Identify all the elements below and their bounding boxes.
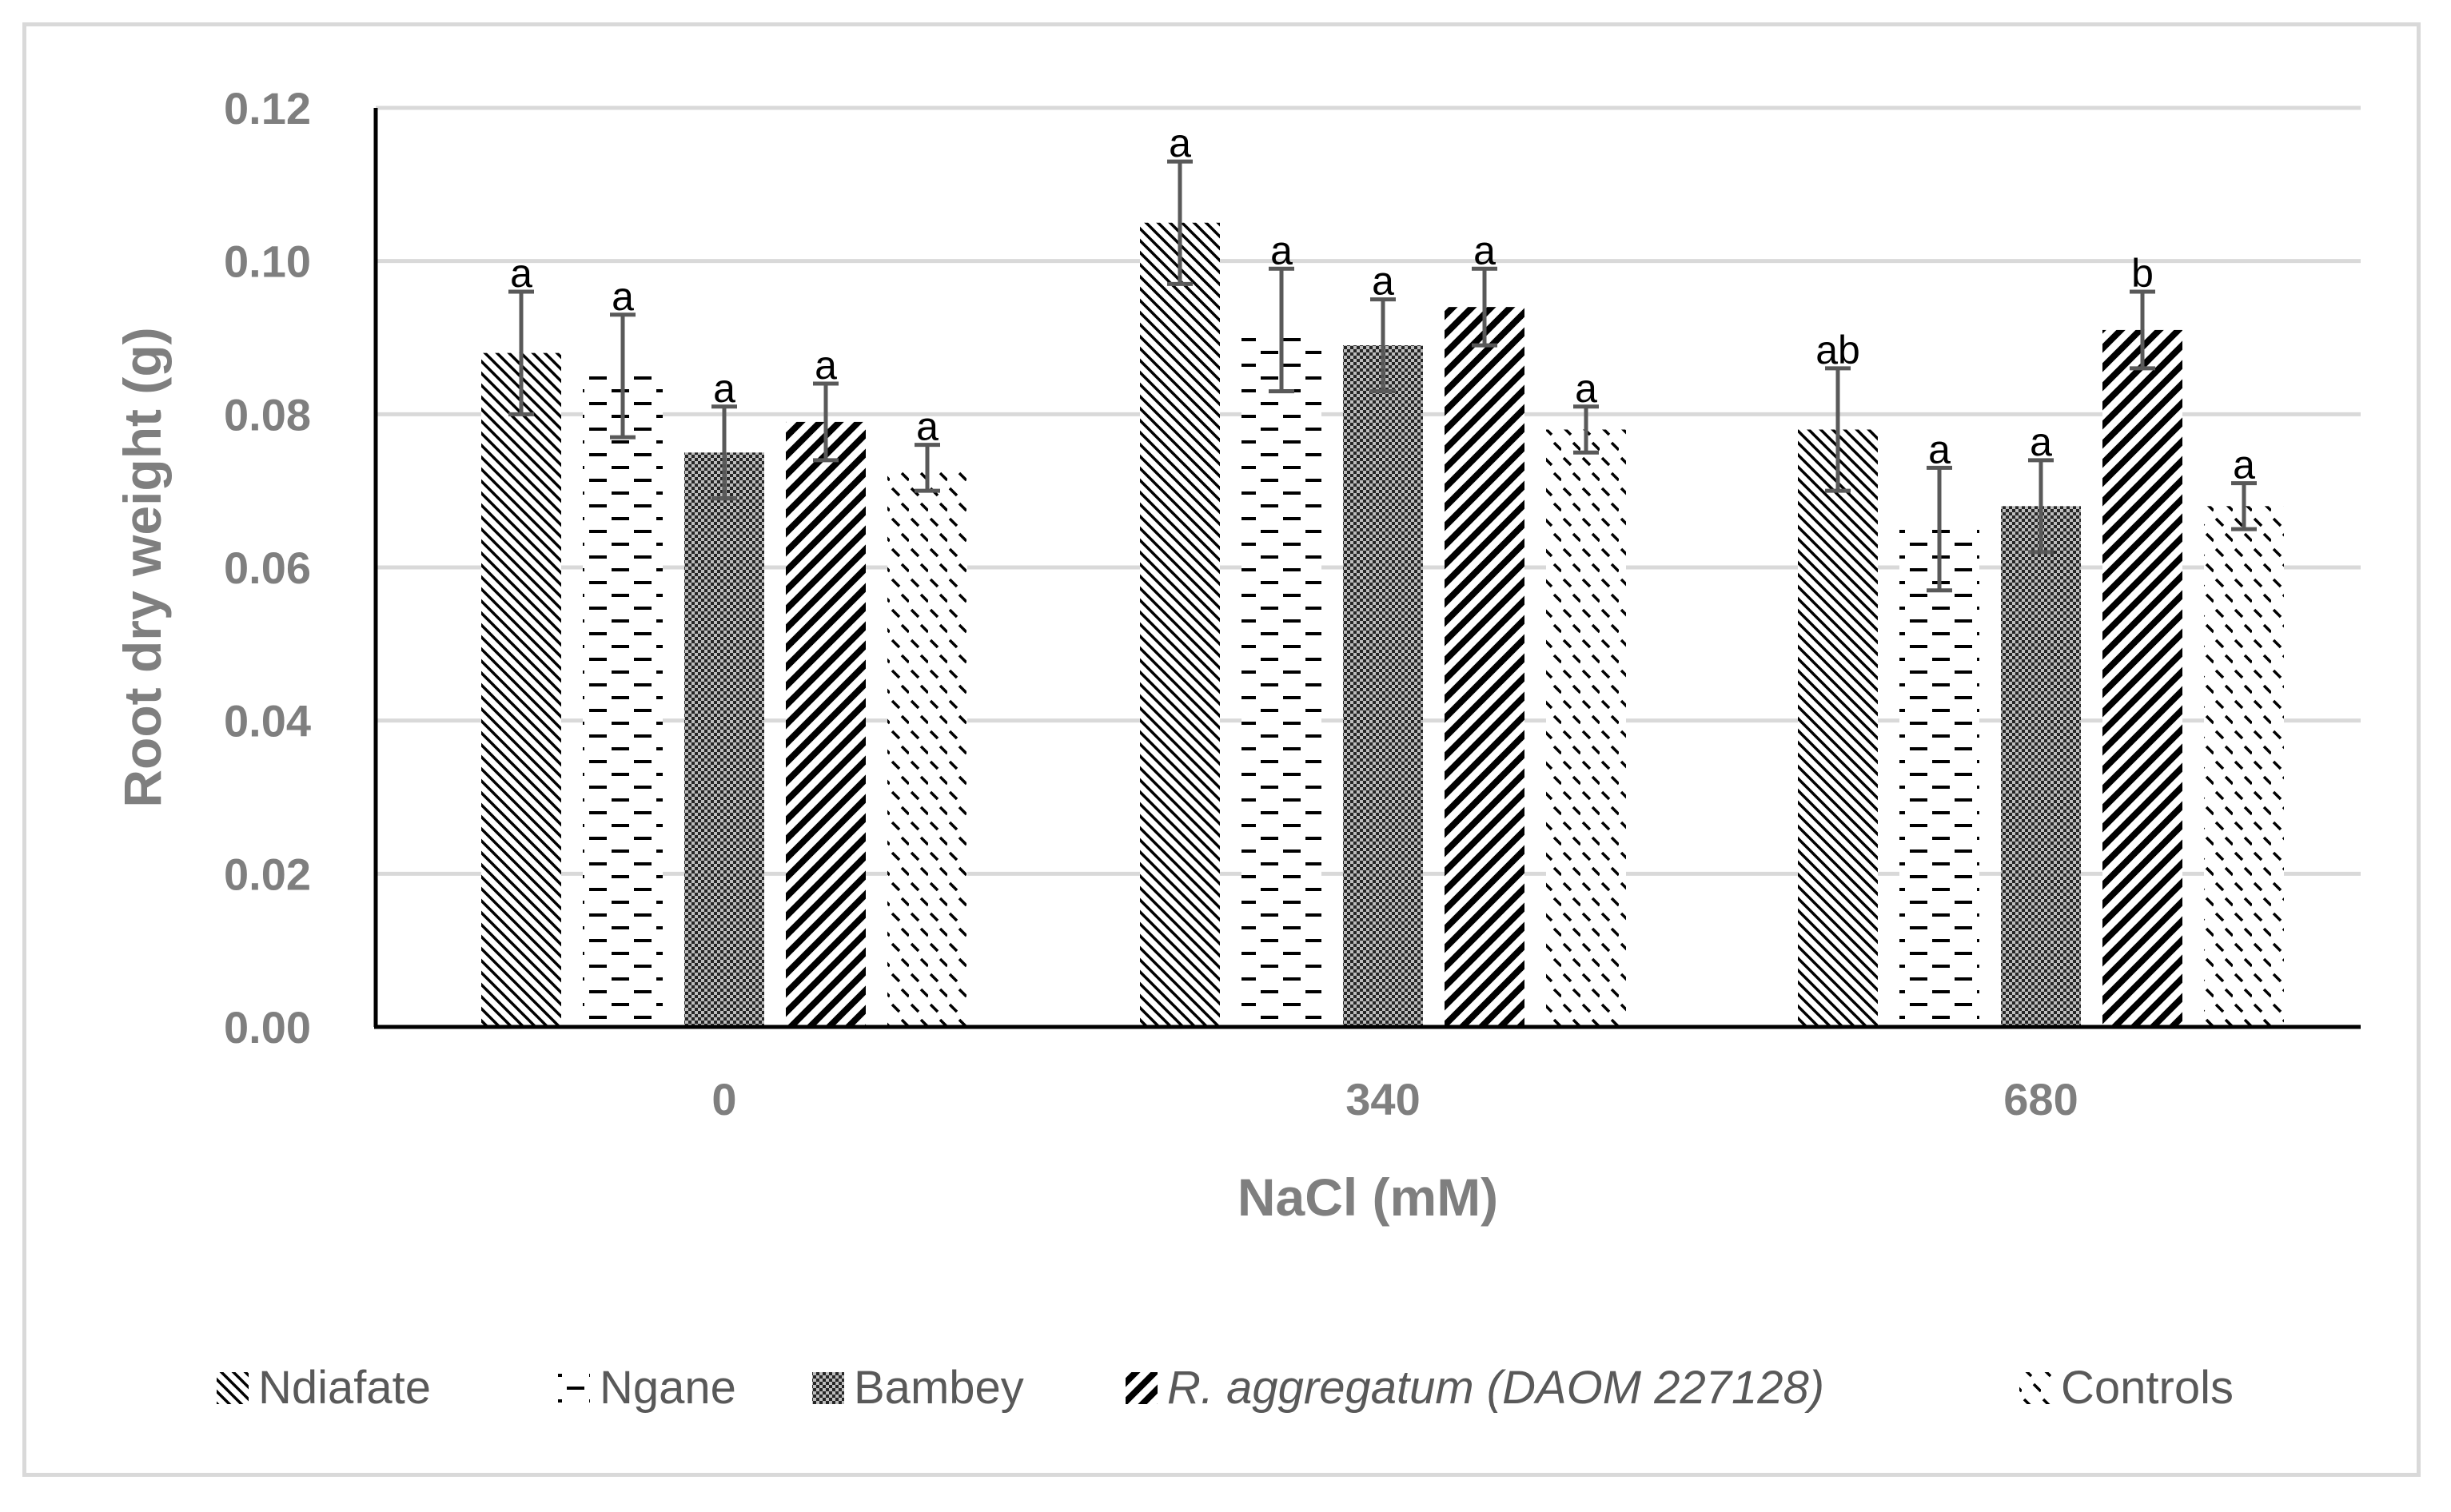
bar-r-aggregatum-daom-227128--0 — [786, 421, 866, 1027]
legend-item-r-aggregatum-daom-227128-: R. aggregatum (DAOM 227128) — [1126, 1362, 1824, 1414]
bar-group-0: a a a a a — [481, 251, 967, 1028]
y-tick-label: 0.12 — [224, 83, 311, 133]
legend-item-bambey: Bambey — [812, 1362, 1024, 1414]
y-axis-title: Root dry weight (g) — [113, 327, 172, 807]
legend: Ndiafate Ngane Bambey R. aggregatum (DAOM 2… — [217, 1362, 2234, 1414]
bar-bambey-340 — [1343, 345, 1423, 1027]
error-bar — [1927, 465, 1952, 593]
error-bar — [813, 381, 839, 463]
legend-swatch — [217, 1372, 249, 1404]
significance-letter: a — [1473, 228, 1496, 273]
x-axis-title: NaCl (mM) — [1237, 1168, 1498, 1227]
significance-letter: a — [713, 366, 735, 411]
error-bar — [1370, 297, 1396, 394]
bar-group-340: a a a a a — [1140, 121, 1626, 1028]
legend-swatch — [2019, 1372, 2051, 1404]
legend-swatch — [1126, 1372, 1158, 1404]
significance-letter: a — [1169, 121, 1191, 165]
error-bar — [915, 443, 940, 493]
legend-swatch — [812, 1372, 844, 1404]
legend-label: Controls — [2061, 1362, 2234, 1414]
legend-label: Ndiafate — [258, 1362, 431, 1414]
legend-label: Ngane — [600, 1362, 736, 1414]
y-tick-label: 0.04 — [224, 696, 311, 746]
significance-letter: a — [916, 404, 939, 449]
error-bar — [1472, 266, 1497, 348]
error-bar — [1167, 159, 1193, 286]
significance-letter: a — [1270, 228, 1293, 273]
bar-ndiafate-0 — [481, 352, 561, 1028]
significance-letter: a — [1372, 259, 1394, 304]
y-tick-label: 0.00 — [224, 1002, 311, 1052]
bar-controls-340 — [1546, 429, 1626, 1027]
y-tick-label: 0.06 — [224, 543, 311, 593]
bar-bambey-680 — [2001, 506, 2081, 1027]
bar-controls-680 — [2204, 506, 2284, 1027]
bar-ngane-340 — [1241, 329, 1321, 1028]
significance-letter: a — [1928, 427, 1951, 472]
error-bar — [711, 404, 737, 501]
error-bar — [2130, 289, 2155, 371]
bar-controls-0 — [887, 468, 967, 1027]
bar-chart: 0.000.020.040.060.080.100.12 aaaaaaaaaaa… — [113, 83, 2361, 1414]
significance-letter: a — [510, 251, 532, 296]
bar-ndiafate-340 — [1140, 222, 1220, 1027]
y-tick-label: 0.02 — [224, 849, 311, 899]
legend-item-ngane: Ngane — [558, 1362, 736, 1414]
legend-item-ndiafate: Ndiafate — [217, 1362, 431, 1414]
significance-letter: b — [2131, 251, 2154, 296]
error-bar — [1825, 366, 1851, 493]
y-axis-tick-labels: 0.00 0.02 0.04 0.06 0.08 0.10 0.12 — [224, 83, 311, 1052]
y-tick-label: 0.08 — [224, 389, 311, 440]
significance-letter: a — [2030, 420, 2052, 464]
legend-label: R. aggregatum (DAOM 227128) — [1167, 1362, 1824, 1414]
error-bar — [1573, 404, 1599, 455]
x-tick-label: 340 — [1345, 1074, 1420, 1124]
y-tick-label: 0.10 — [224, 237, 311, 287]
axes — [373, 108, 2361, 1029]
bar-bambey-0 — [684, 452, 764, 1027]
significance-letter: a — [2233, 443, 2255, 487]
bar-group-680: aba aba — [1798, 251, 2284, 1028]
bar-ndiafate-680 — [1798, 429, 1878, 1027]
legend-item-controls: Controls — [2019, 1362, 2234, 1414]
x-axis-tick-labels: 0 340 680 — [711, 1074, 2078, 1124]
error-bar — [610, 312, 636, 440]
significance-letter: a — [1575, 366, 1597, 411]
bar-ngane-680 — [1899, 529, 1979, 1027]
error-bar — [2231, 481, 2257, 531]
significance-letter: a — [612, 274, 634, 319]
x-tick-label: 680 — [2003, 1074, 2078, 1124]
significance-letter: a — [815, 343, 837, 388]
legend-swatch — [558, 1372, 590, 1404]
bar-r-aggregatum-daom-227128--680 — [2102, 329, 2182, 1028]
x-tick-label: 0 — [711, 1074, 736, 1124]
bar-ngane-0 — [583, 376, 663, 1028]
error-bar — [508, 289, 534, 416]
legend-label: Bambey — [854, 1362, 1024, 1414]
error-bar — [1269, 266, 1294, 394]
significance-letter: ab — [1815, 328, 1860, 372]
bar-r-aggregatum-daom-227128--340 — [1445, 307, 1524, 1028]
error-bar — [2028, 458, 2054, 555]
